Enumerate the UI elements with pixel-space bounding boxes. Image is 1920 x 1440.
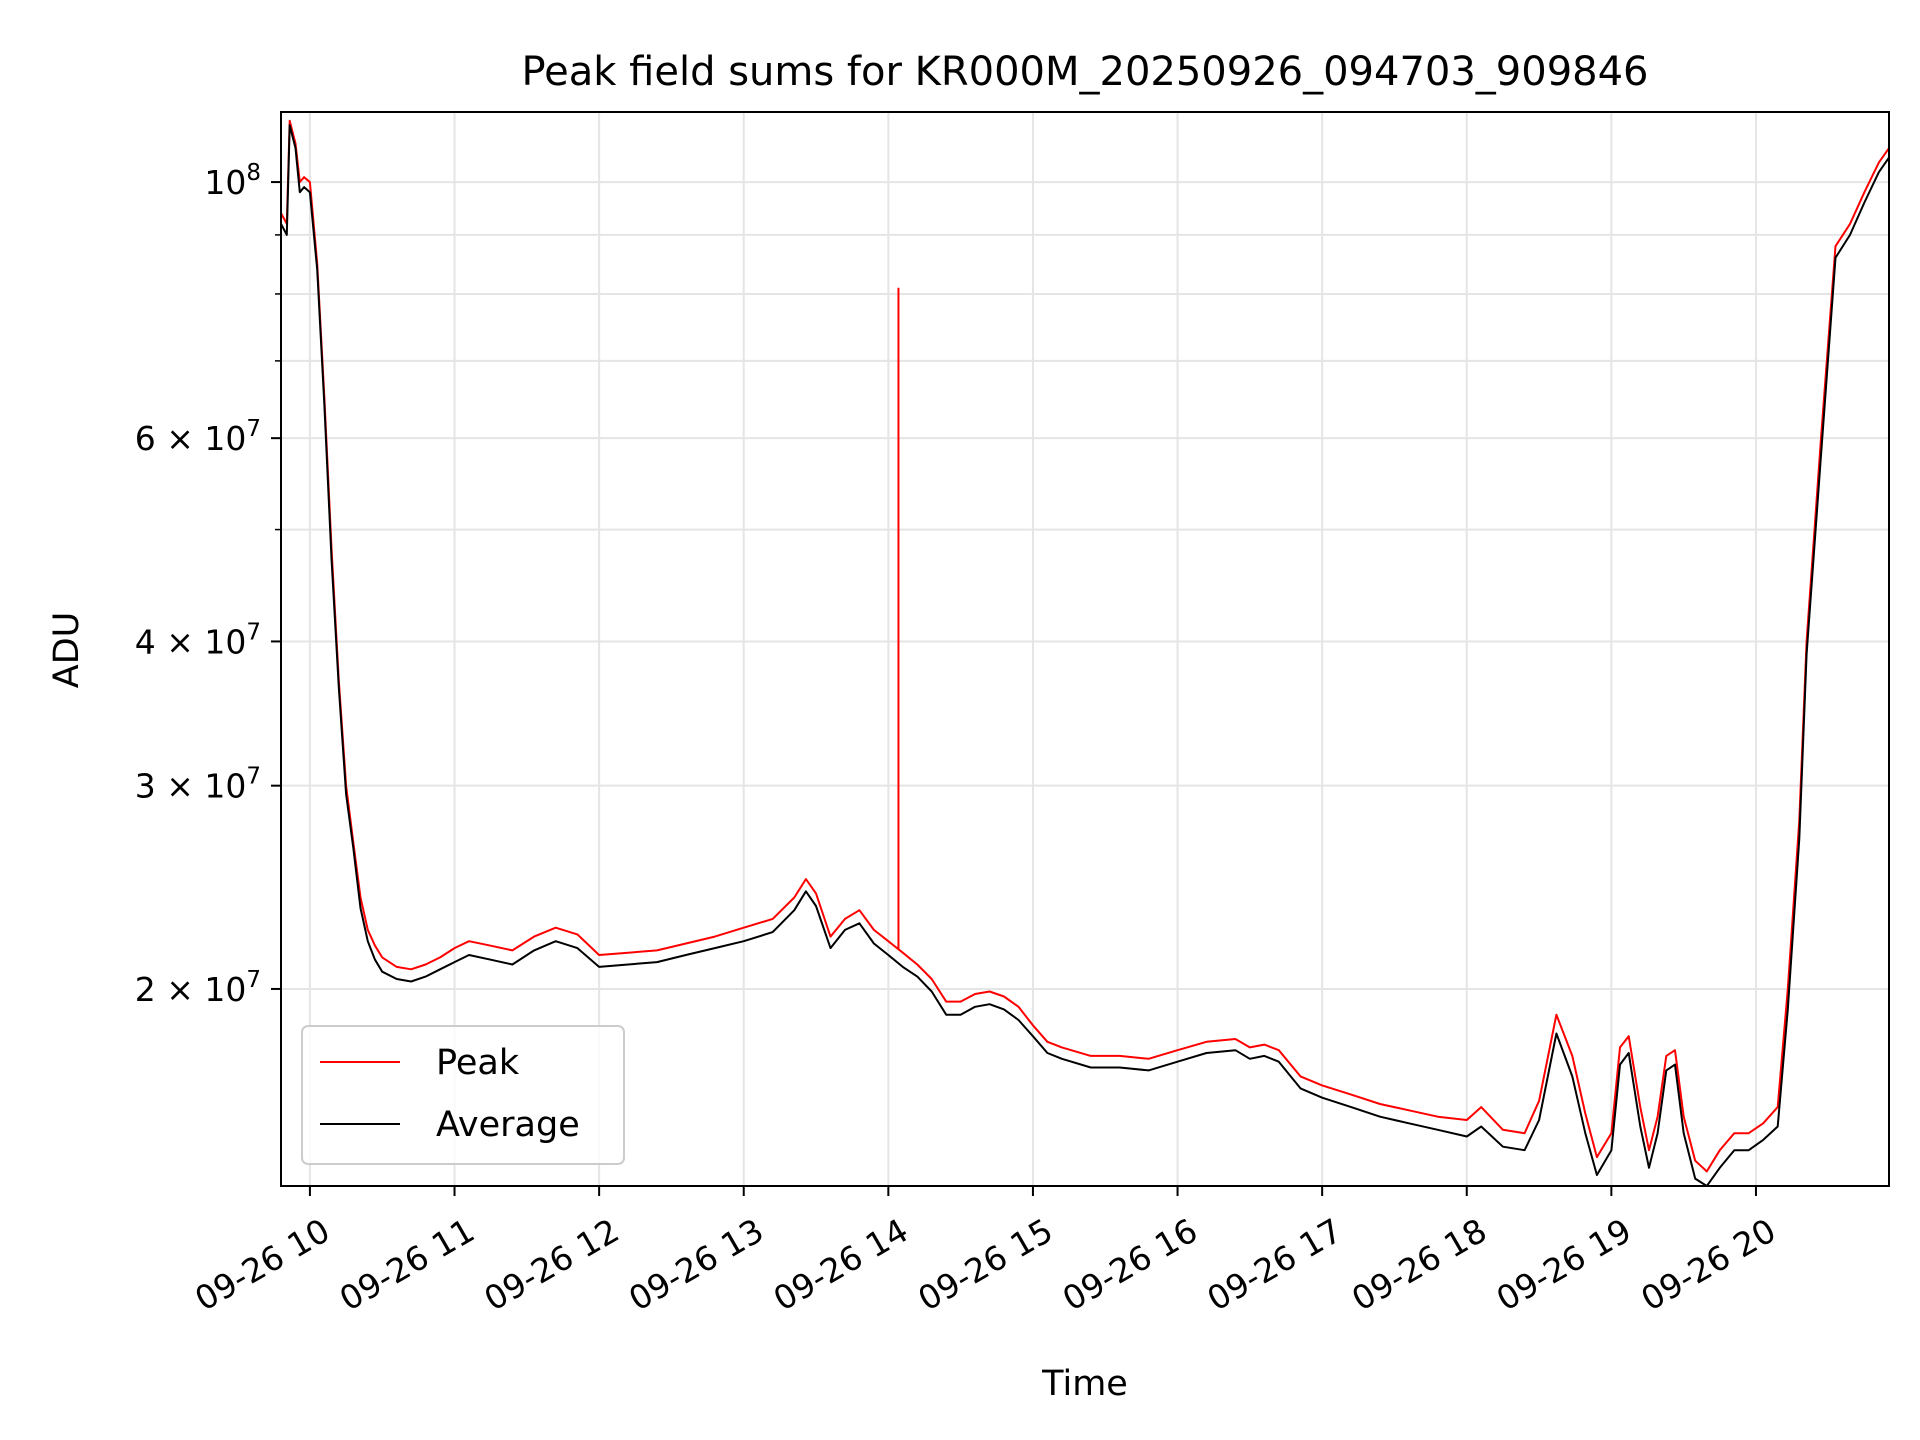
x-tick-label: 09-26 18 <box>1345 1211 1493 1319</box>
y-tick-label: 4 × 107 <box>135 619 261 661</box>
x-tick-label: 09-26 13 <box>622 1211 770 1319</box>
x-tick-label: 09-26 17 <box>1201 1211 1349 1319</box>
x-tick-label: 09-26 12 <box>478 1211 626 1319</box>
x-tick-label: 09-26 20 <box>1634 1211 1782 1319</box>
x-tick-label: 09-26 16 <box>1056 1211 1204 1319</box>
legend: Peak Average <box>301 1025 625 1165</box>
y-tick-label-base: 2 × 10 <box>135 970 247 1009</box>
grid-lines <box>281 112 1889 1186</box>
y-tick-label-base: 10 <box>204 163 246 202</box>
y-tick-label-exponent: 7 <box>246 764 261 790</box>
y-tick-label-exponent: 7 <box>246 416 261 442</box>
x-tick-label: 09-26 19 <box>1490 1211 1638 1319</box>
y-tick-label-base: 3 × 10 <box>135 767 247 806</box>
series-line-peak <box>281 119 1889 1173</box>
y-tick-label-exponent: 7 <box>246 619 261 645</box>
y-tick-label: 108 <box>204 160 261 202</box>
x-axis-label: Time <box>1041 1364 1128 1404</box>
legend-box <box>301 1025 625 1165</box>
series-layer <box>281 119 1889 1186</box>
y-tick-label-base: 4 × 10 <box>135 622 247 661</box>
y-tick-label: 2 × 107 <box>135 967 261 1009</box>
y-tick-label-base: 6 × 10 <box>135 419 247 458</box>
chart-title: Peak field sums for KR000M_20250926_0947… <box>521 49 1648 95</box>
x-tick-label: 09-26 11 <box>333 1211 481 1319</box>
x-tick-label: 09-26 14 <box>767 1211 915 1319</box>
x-tick-label: 09-26 15 <box>911 1211 1059 1319</box>
y-tick-label-exponent: 8 <box>246 160 261 186</box>
series-line-average <box>281 124 1889 1186</box>
y-axis-label: ADU <box>47 612 87 689</box>
y-tick-label: 6 × 107 <box>135 416 261 458</box>
legend-label-average: Average <box>436 1105 580 1145</box>
plot-frame <box>280 111 1890 1187</box>
y-tick-label: 3 × 107 <box>135 764 261 806</box>
y-tick-label-exponent: 7 <box>246 967 261 993</box>
x-tick-label: 09-26 10 <box>188 1211 336 1319</box>
legend-label-peak: Peak <box>436 1043 520 1083</box>
